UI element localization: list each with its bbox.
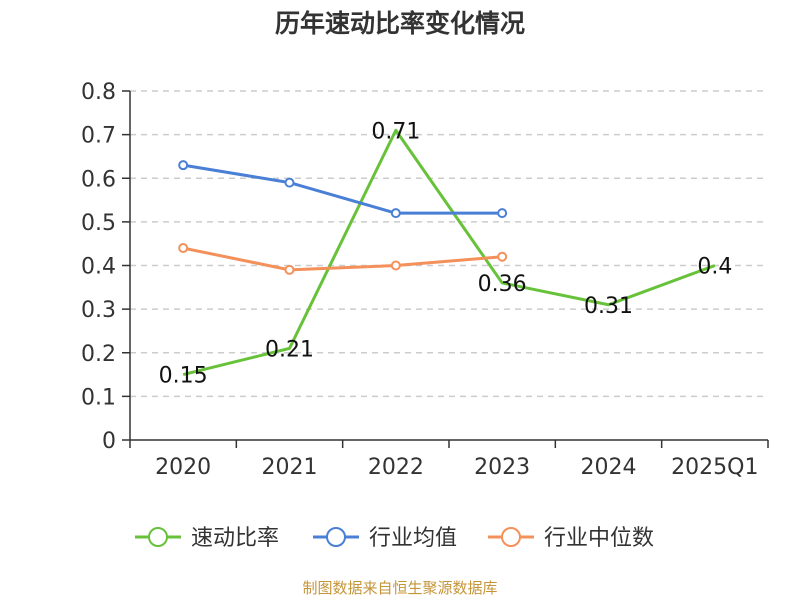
x-tick-label: 2024 bbox=[581, 455, 637, 480]
data-point-marker bbox=[284, 177, 295, 188]
data-label: 0.4 bbox=[697, 255, 732, 280]
data-point-marker bbox=[390, 208, 401, 219]
legend-marker-1 bbox=[326, 527, 346, 547]
data-point-marker bbox=[284, 264, 295, 275]
data-point-marker bbox=[497, 251, 508, 262]
legend-marker-2 bbox=[501, 527, 521, 547]
series-line-0 bbox=[182, 128, 716, 377]
y-tick-label: 0.3 bbox=[81, 298, 116, 323]
x-tick-label: 2025Q1 bbox=[671, 455, 758, 480]
data-label: 0.21 bbox=[265, 337, 314, 362]
chart-title: 历年速动比率变化情况 bbox=[274, 9, 525, 38]
legend-label-2: 行业中位数 bbox=[544, 526, 654, 551]
y-tick-label: 0.5 bbox=[81, 211, 116, 236]
x-tick-label: 2021 bbox=[262, 455, 318, 480]
legend-marker-0 bbox=[148, 527, 168, 547]
legend-label-1: 行业均值 bbox=[369, 526, 457, 551]
legend-label-0: 速动比率 bbox=[191, 526, 279, 551]
y-tick-label: 0 bbox=[102, 429, 116, 454]
y-tick-label: 0.8 bbox=[81, 80, 116, 105]
y-tick-label: 0.4 bbox=[81, 255, 116, 280]
x-tick-label: 2022 bbox=[368, 455, 424, 480]
data-point-marker bbox=[497, 208, 508, 219]
series-line-1 bbox=[182, 163, 503, 215]
data-label: 0.31 bbox=[584, 294, 633, 319]
data-label: 0.71 bbox=[371, 119, 420, 144]
data-point-marker bbox=[390, 260, 401, 271]
data-label: 0.15 bbox=[159, 364, 208, 389]
x-tick-label: 2020 bbox=[155, 455, 211, 480]
y-tick-label: 0.6 bbox=[81, 167, 116, 192]
y-tick-label: 0.7 bbox=[81, 124, 116, 149]
data-label: 0.36 bbox=[478, 272, 527, 297]
series-line-2 bbox=[182, 246, 503, 272]
y-tick-label: 0.1 bbox=[81, 385, 116, 410]
data-point-marker bbox=[178, 243, 189, 254]
y-tick-label: 0.2 bbox=[81, 342, 116, 367]
data-point-marker bbox=[178, 160, 189, 171]
x-tick-label: 2023 bbox=[474, 455, 530, 480]
source-footer: 制图数据来自恒生聚源数据库 bbox=[302, 579, 498, 597]
